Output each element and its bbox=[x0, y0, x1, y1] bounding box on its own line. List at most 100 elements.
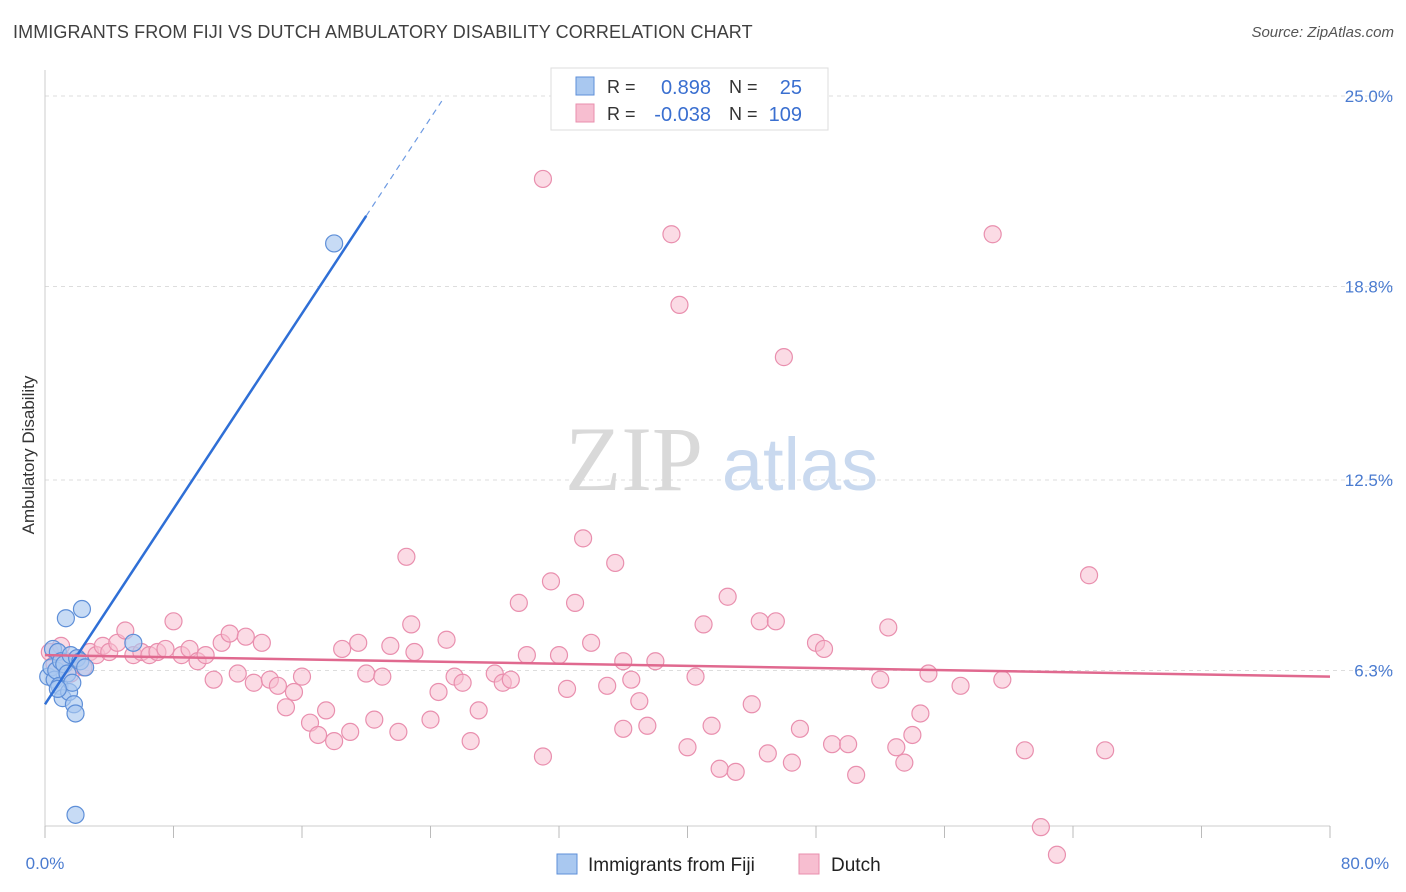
fiji-point bbox=[56, 609, 75, 628]
top-legend: R = 0.898 N = 25 R = -0.038 N = 109 bbox=[550, 67, 829, 131]
dutch-point bbox=[308, 725, 328, 745]
dutch-point bbox=[501, 670, 520, 689]
dutch-point bbox=[879, 618, 898, 637]
y-tick-label: 25.0% bbox=[1345, 87, 1393, 106]
dutch-point bbox=[405, 642, 424, 662]
dutch-point bbox=[533, 747, 553, 766]
legend-r-value-fiji: 0.898 bbox=[661, 77, 711, 99]
chart-title: IMMIGRANTS FROM FIJI VS DUTCH AMBULATORY… bbox=[13, 22, 753, 42]
dutch-point bbox=[316, 701, 336, 720]
grid-lines bbox=[45, 95, 1395, 671]
bottom-legend-label-fiji: Immigrants from Fiji bbox=[588, 855, 755, 876]
dutch-trend-line bbox=[44, 653, 1331, 678]
y-tick-label: 12.5% bbox=[1345, 471, 1393, 490]
bottom-legend-label-dutch: Dutch bbox=[831, 855, 881, 876]
dutch-point bbox=[694, 615, 713, 634]
x-ticks bbox=[44, 826, 1331, 838]
dutch-points bbox=[40, 169, 1115, 864]
dutch-point bbox=[325, 732, 344, 751]
y-tick-label: 6.3% bbox=[1354, 661, 1393, 680]
dutch-point bbox=[822, 735, 842, 754]
y-axis-label: Ambulatory Disability bbox=[19, 375, 38, 534]
dutch-point bbox=[402, 615, 421, 634]
dutch-point bbox=[742, 695, 761, 714]
dutch-point bbox=[284, 682, 304, 702]
dutch-point bbox=[1096, 741, 1115, 760]
dutch-point bbox=[517, 646, 536, 665]
dutch-point bbox=[381, 636, 400, 655]
dutch-point bbox=[630, 692, 649, 711]
fiji-point bbox=[66, 805, 85, 824]
dutch-point bbox=[686, 667, 705, 686]
source-label: Source: ZipAtlas.com bbox=[1251, 24, 1394, 41]
dutch-point bbox=[951, 676, 970, 695]
dutch-point bbox=[156, 639, 175, 659]
dutch-point bbox=[614, 652, 633, 671]
dutch-point bbox=[557, 679, 577, 698]
dutch-point bbox=[598, 676, 617, 695]
y-tick-label: 18.8% bbox=[1345, 277, 1393, 296]
dutch-point bbox=[871, 670, 890, 689]
y-tick-labels: 6.3% 12.5% 18.8% 25.0% bbox=[1345, 87, 1393, 680]
x-tick-label-min: 0.0% bbox=[26, 854, 65, 873]
dutch-point bbox=[276, 698, 296, 717]
dutch-point bbox=[638, 716, 657, 735]
legend-r-value-dutch: -0.038 bbox=[654, 104, 711, 126]
legend-r-label-fiji: R = bbox=[607, 77, 636, 97]
dutch-point bbox=[919, 664, 938, 683]
fiji-point bbox=[76, 658, 95, 677]
dutch-point bbox=[533, 169, 553, 189]
watermark-atlas: atlas bbox=[722, 423, 878, 506]
fiji-trend-line bbox=[43, 215, 368, 705]
dutch-point bbox=[228, 664, 247, 683]
bottom-legend-swatch-dutch bbox=[798, 853, 820, 875]
dutch-point bbox=[565, 593, 585, 612]
dutch-point bbox=[710, 759, 729, 778]
dutch-point bbox=[895, 753, 914, 772]
dutch-point bbox=[252, 633, 271, 652]
trend-lines bbox=[43, 100, 1331, 705]
dutch-point bbox=[622, 670, 641, 689]
fiji-trend-extension bbox=[365, 100, 443, 217]
dutch-point bbox=[814, 639, 834, 659]
dutch-point bbox=[911, 704, 930, 723]
dutch-point bbox=[365, 710, 384, 729]
dutch-point bbox=[341, 722, 360, 742]
dutch-point bbox=[993, 670, 1012, 689]
dutch-point bbox=[702, 716, 721, 735]
dutch-point bbox=[469, 701, 488, 720]
dutch-point bbox=[549, 646, 569, 665]
fiji-point bbox=[325, 234, 344, 253]
fiji-points bbox=[39, 234, 344, 824]
dutch-point bbox=[1047, 845, 1067, 864]
dutch-point bbox=[1079, 566, 1099, 585]
dutch-point bbox=[244, 673, 263, 692]
watermark-zip: ZIP bbox=[565, 408, 703, 510]
dutch-point bbox=[847, 765, 866, 785]
dutch-point bbox=[582, 633, 601, 652]
dutch-point bbox=[614, 719, 633, 738]
dutch-point bbox=[718, 587, 737, 606]
dutch-point bbox=[678, 738, 697, 757]
dutch-point bbox=[983, 225, 1002, 244]
dutch-point bbox=[421, 710, 440, 729]
legend-r-label-dutch: R = bbox=[607, 104, 636, 124]
legend-swatch-dutch bbox=[575, 103, 595, 123]
dutch-point bbox=[389, 722, 408, 742]
dutch-point bbox=[1015, 741, 1034, 760]
dutch-point bbox=[164, 612, 183, 631]
dutch-point bbox=[453, 673, 472, 692]
dutch-point bbox=[758, 744, 777, 763]
dutch-point bbox=[790, 719, 810, 738]
dutch-point bbox=[662, 225, 681, 244]
dutch-point bbox=[887, 738, 906, 757]
fiji-point bbox=[66, 704, 85, 723]
dutch-point bbox=[373, 667, 392, 686]
legend-n-value-dutch: 109 bbox=[769, 104, 802, 126]
dutch-point bbox=[349, 633, 368, 652]
dutch-point bbox=[541, 572, 561, 591]
dutch-point bbox=[839, 735, 858, 754]
dutch-point bbox=[606, 553, 625, 573]
dutch-point bbox=[196, 646, 215, 665]
dutch-point bbox=[774, 348, 793, 367]
